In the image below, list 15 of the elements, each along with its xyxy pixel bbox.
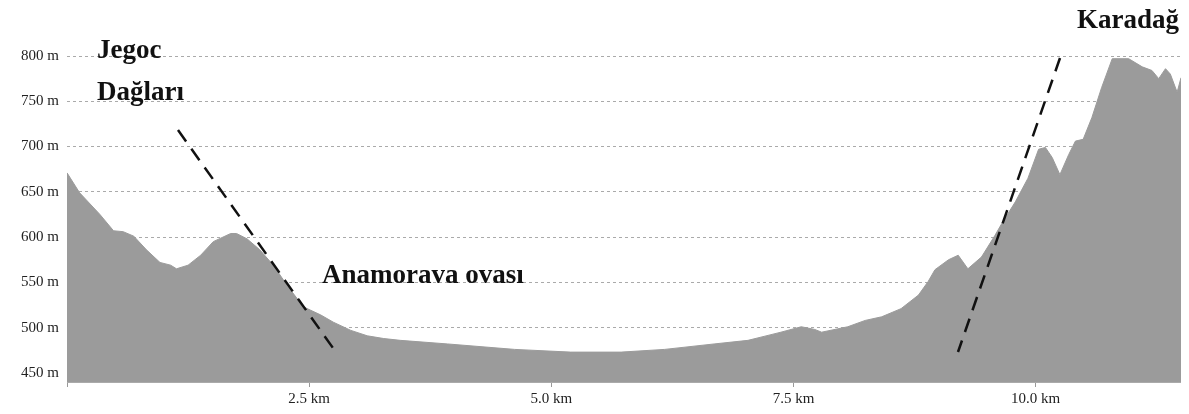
x-tick-label: 7.5 km: [772, 389, 815, 406]
y-tick-label: 800 m: [21, 46, 60, 63]
annotation: Jegoc Dağları: [97, 34, 185, 106]
x-tick-label: 5.0 km: [530, 389, 573, 406]
y-tick-label: 700 m: [21, 137, 60, 154]
y-tick-label: 500 m: [21, 318, 60, 335]
y-tick-label: 450 m: [21, 363, 60, 380]
y-tick-label: 600 m: [21, 228, 60, 245]
y-tick-label: 650 m: [21, 182, 60, 199]
text: Karadağ: [1076, 4, 1180, 34]
x-tick-label: 2.5 km: [288, 389, 331, 406]
y-tick-label: 750 m: [21, 92, 60, 109]
y-tick-label: 550 m: [21, 273, 60, 290]
x-tick-label: 10.0 km: [1011, 389, 1061, 406]
annotation: Anamorava ovası: [322, 259, 525, 289]
